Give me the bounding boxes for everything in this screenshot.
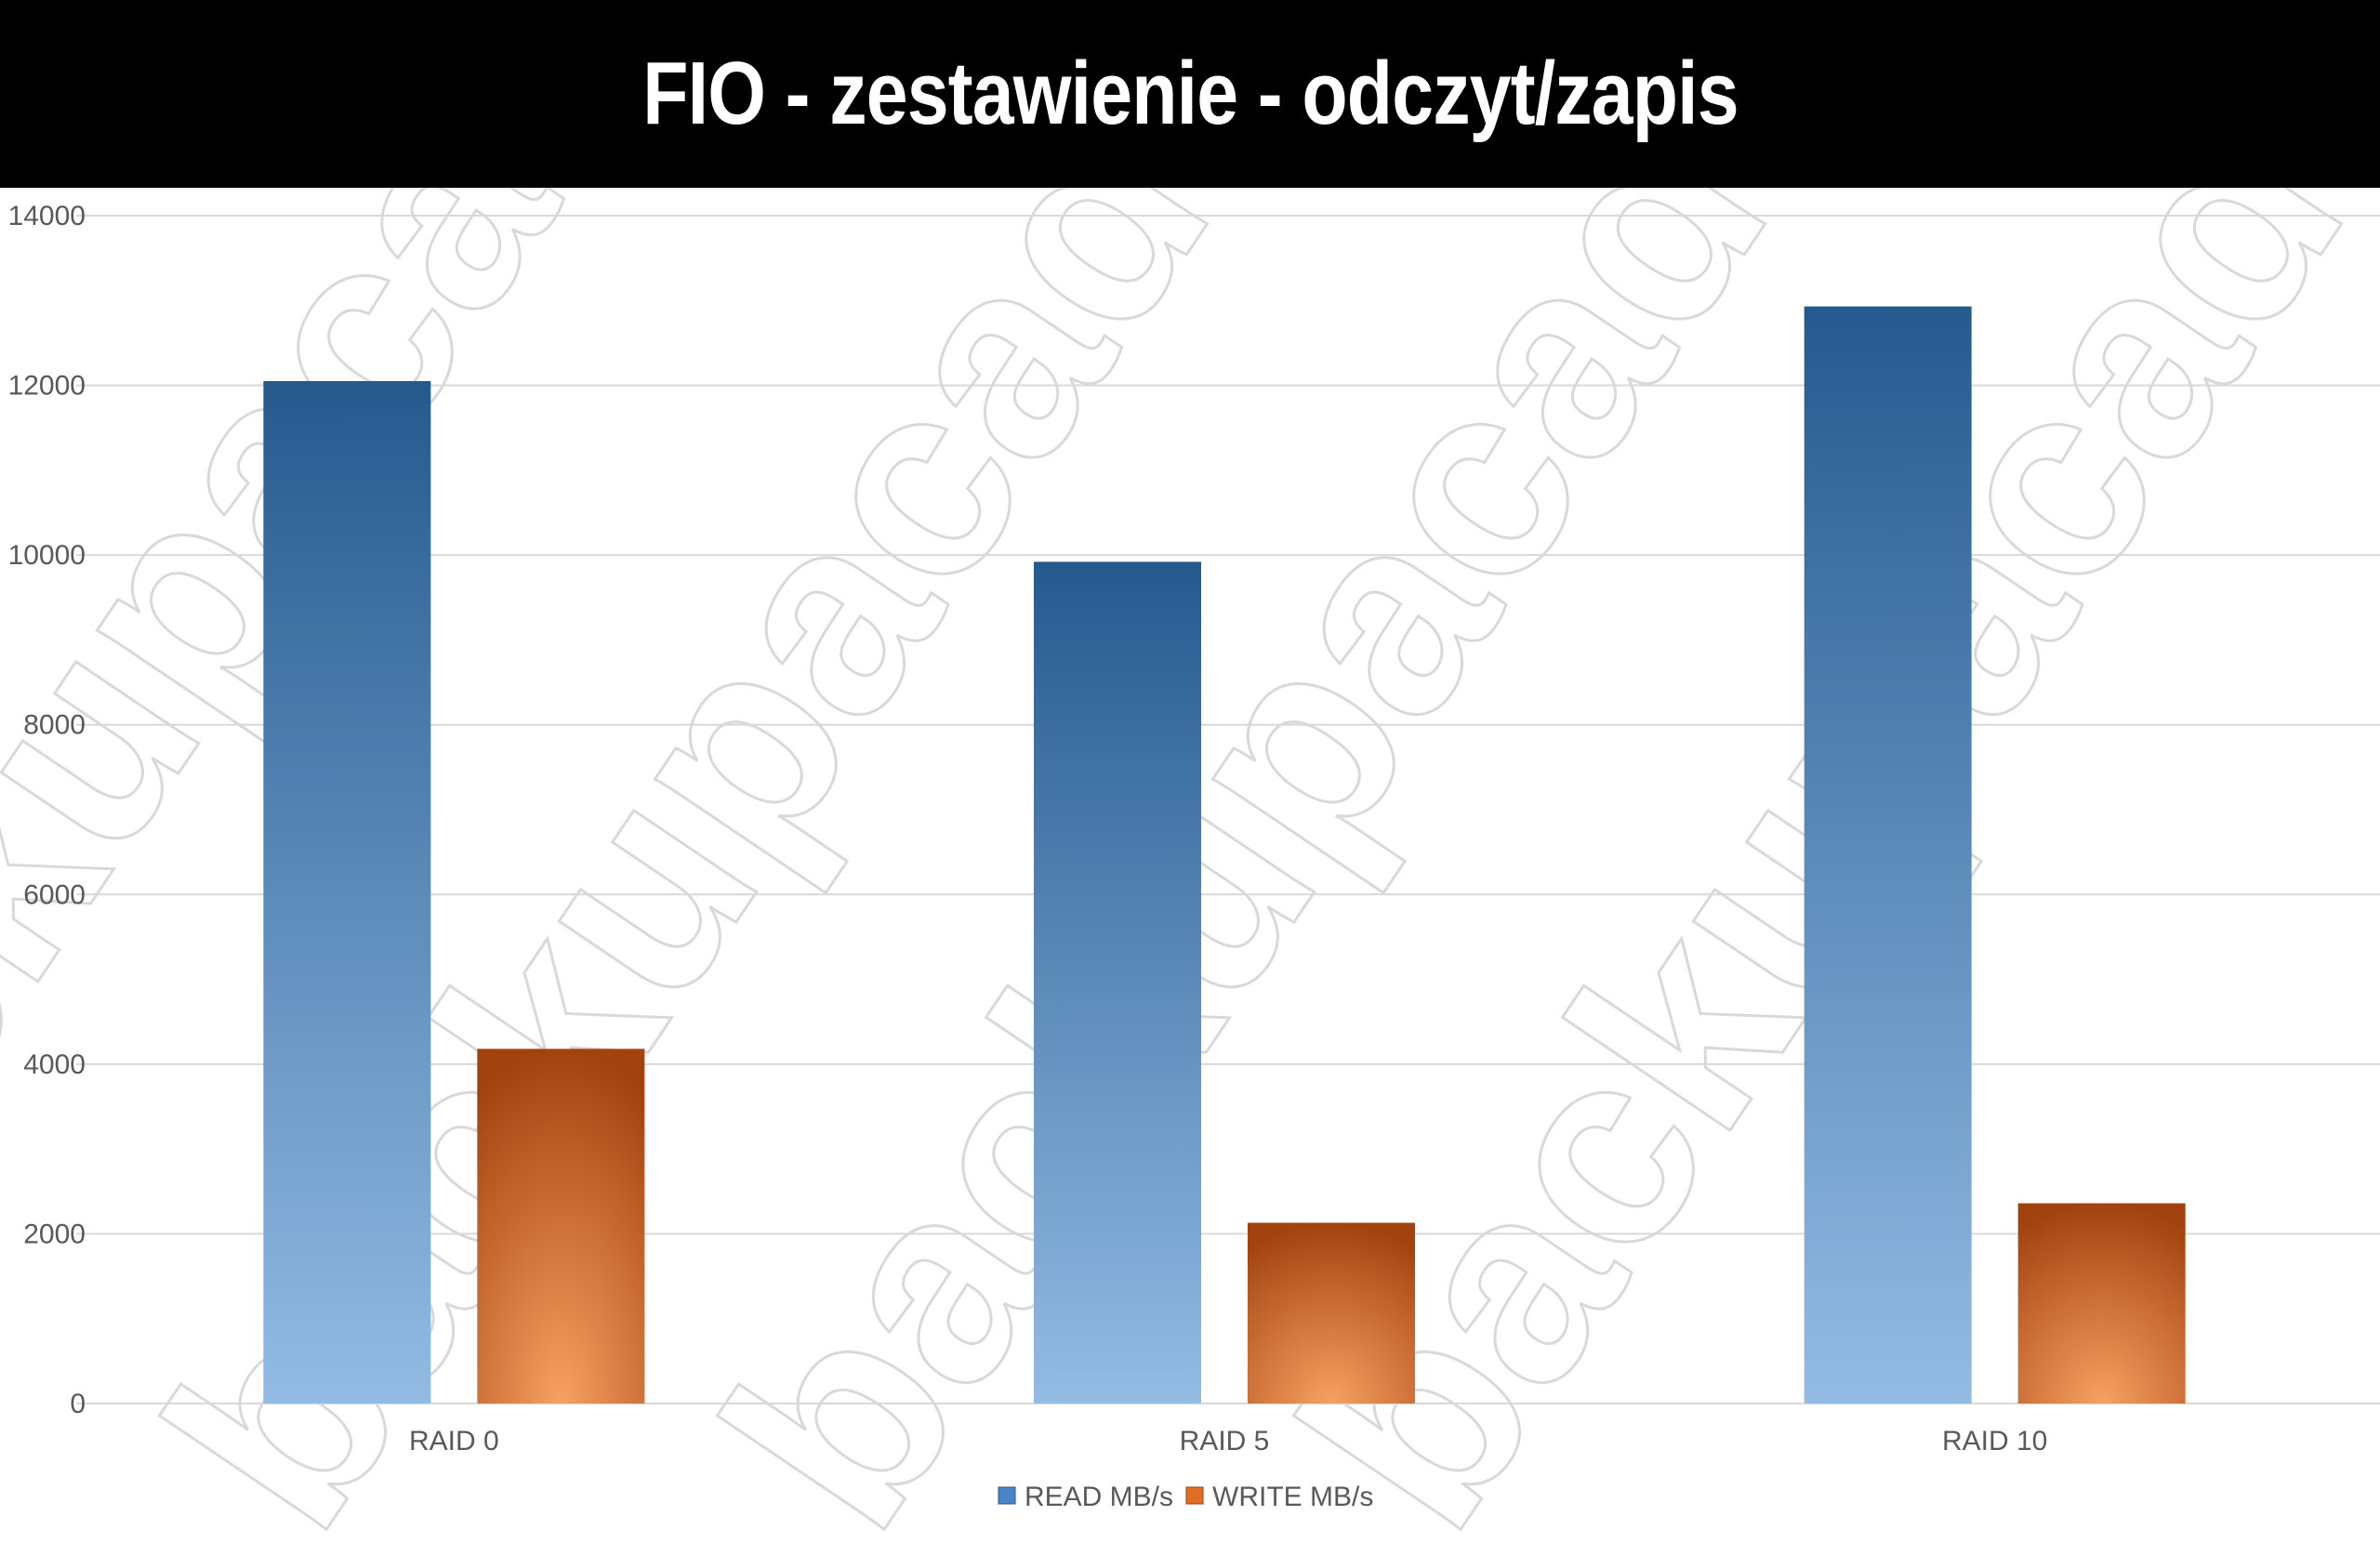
chart-title: FIO - zestawienie - odczyt/zapis [641,44,1739,143]
title-bar: FIO - zestawienie - odczyt/zapis [0,0,2380,188]
y-tick-label: 14000 [8,201,86,231]
legend-swatch [998,1486,1016,1505]
x-category-label: RAID 5 [1180,1426,1270,1456]
bar-read [1034,561,1201,1404]
y-tick-label: 12000 [8,371,86,402]
x-category-label: RAID 0 [409,1426,499,1456]
y-tick-label: 4000 [23,1049,86,1080]
bar-read [1804,306,1972,1404]
legend: READ MB/s WRITE MB/s [998,1482,1373,1512]
bars [263,306,2186,1404]
y-tick-label: 2000 [23,1219,86,1249]
gridlines [76,215,2380,1404]
y-tick-label: 10000 [8,540,86,571]
y-axis-ticks: 0 2000 4000 6000 8000 10000 12000 14000 [8,201,86,1419]
legend-swatch [1185,1486,1204,1505]
legend-label: WRITE MB/s [1212,1482,1373,1512]
bar-read [263,381,431,1404]
y-tick-label: 6000 [23,879,86,910]
bar-write [477,1048,645,1404]
x-category-label: RAID 10 [1942,1426,2047,1456]
y-tick-label: 8000 [23,710,86,741]
x-axis-categories: RAID 0 RAID 5 RAID 10 [409,1426,2047,1456]
bar-write [1248,1222,1415,1404]
y-tick-label: 0 [70,1389,86,1419]
bar-write [2017,1203,2186,1404]
bar-chart: backupacademy.plbackupacademy.plbackupac… [0,188,2380,1542]
legend-label: READ MB/s [1025,1482,1173,1512]
